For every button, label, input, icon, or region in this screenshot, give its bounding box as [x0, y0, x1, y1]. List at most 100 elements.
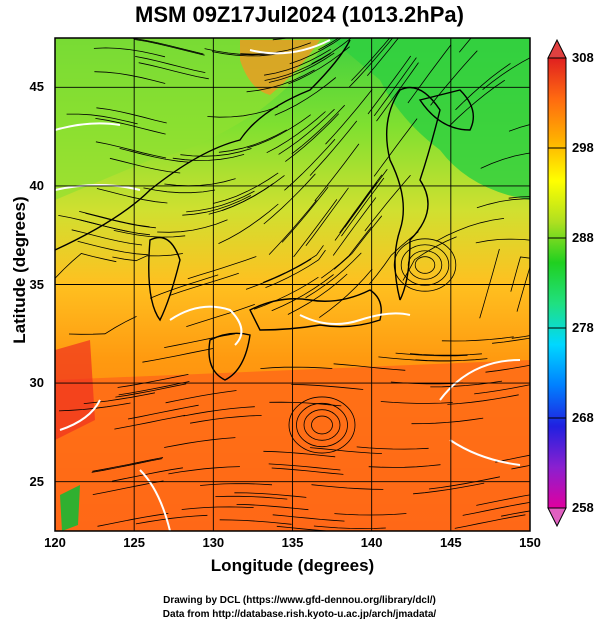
streamline [291, 104, 345, 155]
streamline [278, 108, 335, 155]
streamline [413, 482, 485, 495]
streamline [183, 406, 255, 417]
streamline [428, 476, 500, 490]
streamline [218, 203, 279, 244]
streamline [96, 188, 168, 204]
streamline [341, 177, 385, 237]
streamline [407, 44, 452, 104]
streamline [501, 510, 530, 517]
streamline [474, 384, 530, 395]
streamline [334, 513, 407, 516]
streamline [485, 364, 530, 373]
streamline [516, 265, 530, 312]
colorbar-tick-label: 258 [572, 500, 594, 515]
streamline [245, 258, 312, 290]
streamline [269, 401, 342, 407]
streamline [309, 120, 358, 176]
streamline [157, 219, 228, 233]
streamline [268, 200, 317, 255]
map-title: MSM 09Z17Jul2024 (1013.2hPa) [135, 2, 464, 27]
streamline [135, 514, 208, 525]
streamline [172, 154, 245, 161]
streamline [305, 252, 362, 299]
x-axis-label: Longitude (degrees) [210, 556, 375, 575]
streamline [351, 38, 391, 81]
streamline [369, 231, 419, 285]
streamline [253, 276, 319, 310]
streamline [268, 52, 335, 83]
streamline [314, 143, 360, 202]
streamline [91, 458, 163, 473]
x-tick-label: 140 [360, 535, 383, 550]
streamline [266, 111, 326, 154]
streamline [274, 77, 337, 116]
streamline [373, 57, 417, 117]
streamline [200, 483, 273, 486]
streamline [510, 256, 530, 292]
streamline [68, 316, 137, 335]
streamline [293, 199, 338, 258]
streamline [288, 46, 350, 85]
vortex-streamline [400, 244, 450, 286]
streamline [117, 374, 189, 388]
streamline [215, 495, 288, 500]
streamline [476, 198, 530, 209]
streamline [319, 268, 373, 318]
credit-data-source: Data from http://database.rish.kyoto-u.a… [162, 609, 437, 620]
y-axis-label: Latitude (degrees) [10, 196, 29, 344]
streamline [272, 38, 289, 41]
streamline [135, 56, 206, 73]
colorbar-top-arrow [547, 38, 567, 59]
y-tick-label: 25 [29, 473, 44, 489]
streamline [373, 118, 418, 177]
streamline [66, 113, 138, 125]
x-tick-label: 145 [439, 535, 462, 550]
streamline [97, 513, 169, 527]
streamline [77, 240, 149, 256]
colorbar-tick-label: 288 [572, 230, 594, 245]
streamline [119, 148, 191, 163]
streamline [349, 38, 394, 88]
streamline [289, 38, 342, 65]
streamline [441, 336, 514, 342]
streamline [79, 211, 150, 228]
colorbar [547, 38, 567, 528]
streamline [455, 63, 511, 111]
y-tick-label: 30 [29, 375, 44, 391]
streamline [92, 457, 164, 472]
streamline [182, 195, 252, 216]
streamline [344, 169, 388, 228]
streamline [164, 437, 236, 448]
streamline [409, 353, 482, 356]
streamline [263, 173, 316, 225]
streamline [482, 57, 530, 91]
streamline [476, 494, 530, 506]
streamline [411, 417, 484, 425]
streamline [112, 467, 183, 482]
vortex-streamline [303, 409, 341, 441]
streamline [208, 183, 274, 215]
y-tick-label: 45 [29, 79, 44, 95]
streamline [109, 157, 181, 174]
streamline [378, 356, 451, 362]
streamline [271, 274, 334, 312]
streamline [268, 463, 341, 471]
vortex-streamline [288, 396, 356, 454]
streamline [247, 114, 311, 149]
streamline [311, 38, 352, 65]
streamline [272, 514, 345, 522]
streamline [333, 363, 406, 371]
streamline [508, 124, 530, 132]
streamline [366, 38, 399, 77]
streamline [180, 148, 252, 157]
streamline [271, 467, 344, 475]
streamline [181, 506, 254, 510]
streamline [213, 172, 279, 204]
streamline [462, 501, 530, 516]
streamline [436, 218, 505, 242]
colorbar-tick-label: 308 [572, 50, 594, 65]
streamline [95, 118, 166, 135]
streamline [94, 71, 166, 84]
streamline [186, 190, 255, 213]
coastlines [55, 39, 474, 381]
